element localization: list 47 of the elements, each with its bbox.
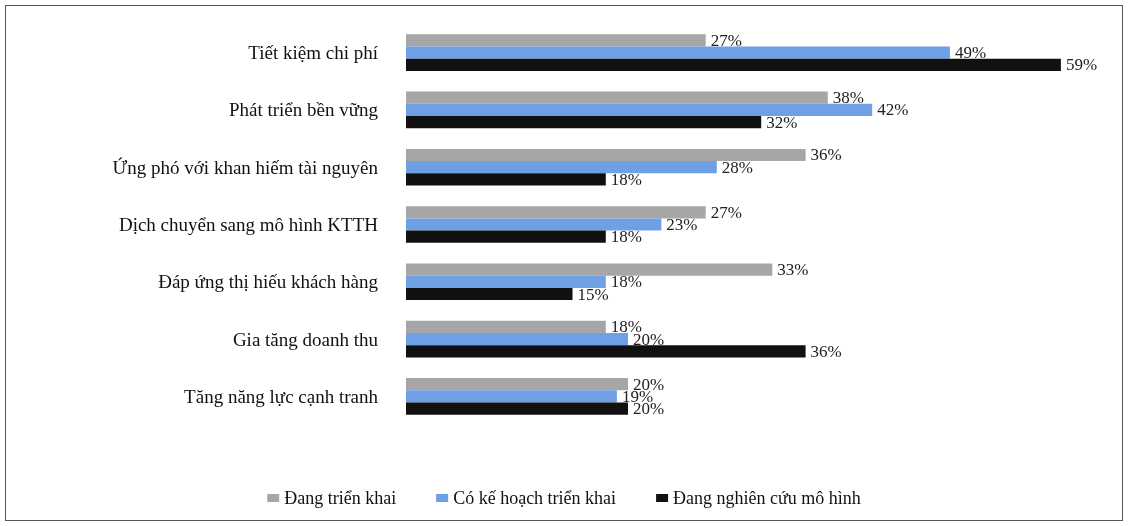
y-tick-label: Tăng năng lực cạnh tranh [184,385,379,407]
y-tick-label: Phát triển bền vững [228,99,379,121]
bar [406,263,773,276]
bar [406,320,606,333]
bar [406,275,606,288]
data-label: 33% [777,260,809,280]
bar [406,173,606,186]
bar [406,390,617,403]
data-label: 15% [577,284,609,304]
bar [406,378,628,391]
data-label: 32% [766,112,798,132]
y-tick-label: Gia tăng doanh thu [232,328,379,350]
bar [406,345,806,358]
data-label: 42% [877,100,909,120]
data-label: 49% [954,43,987,63]
data-label: 36% [810,341,842,361]
data-label: 18% [610,169,642,189]
legend-label: Có kế hoạch triển khai [453,488,617,508]
bar [406,91,828,104]
bar [406,34,706,47]
bar [406,402,628,415]
bar [406,206,706,219]
bar [406,332,628,346]
y-tick-label: Đáp ứng thị hiếu khách hàng [158,271,379,293]
data-label: 59% [1065,55,1098,75]
bar [406,116,762,129]
bar [406,287,573,301]
bar [406,161,717,174]
data-label: 27% [710,30,742,50]
data-label: 18% [610,227,642,247]
bar [406,230,606,243]
bar [406,58,1061,71]
bar [406,46,950,59]
y-tick-label: Dịch chuyển sang mô hình KTTH [118,214,379,235]
y-tick-label: Ứng phó với khan hiếm tài nguyên [112,156,379,178]
data-label: 18% [610,272,642,292]
legend-label: Đang triển khai [284,488,397,508]
data-label: 28% [721,157,753,177]
data-label: 36% [810,145,842,165]
y-tick-label: Tiết kiệm chi phí [248,42,379,64]
legend-label: Đang nghiên cứu mô hình [673,488,861,508]
bar [406,218,662,231]
bar [406,148,806,162]
data-label: 23% [666,215,698,234]
data-label: 27% [710,202,742,222]
bar [406,103,873,117]
data-label: 38% [832,88,864,108]
